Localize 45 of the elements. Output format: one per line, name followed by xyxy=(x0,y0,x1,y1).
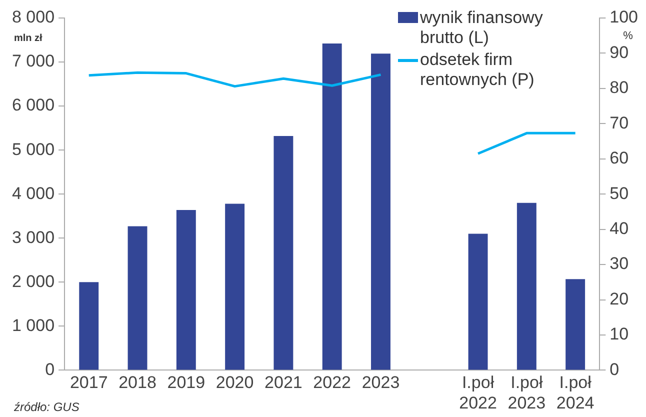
y-tick-label: 8 000 xyxy=(12,8,55,27)
y2-tick-label: 100 xyxy=(610,8,638,27)
y-tick-label: 1 000 xyxy=(12,316,55,335)
y2-tick-label: 40 xyxy=(610,219,629,238)
y2-tick-label: 70 xyxy=(610,113,629,132)
x-tick-label: 2022 xyxy=(313,373,352,392)
y-tick-label: 6 000 xyxy=(12,96,55,115)
y2-tick-label: 0 xyxy=(610,360,620,379)
bar xyxy=(566,279,586,370)
x-tick-label: 2023 xyxy=(362,373,400,392)
x-tick-label: 2021 xyxy=(264,373,302,392)
y-tick-label: 2 000 xyxy=(12,272,55,291)
bar xyxy=(176,210,196,370)
x-tick-label: I.poł 2022 xyxy=(459,373,497,412)
y2-tick-label: 20 xyxy=(610,289,629,308)
y-tick-label: 4 000 xyxy=(12,184,55,203)
x-tick-label: 2017 xyxy=(70,373,108,392)
x-tick-label: 2020 xyxy=(216,373,254,392)
y2-tick-label: 90 xyxy=(610,42,629,62)
y2-axis-title: % xyxy=(623,30,634,42)
y2-tick-label: 80 xyxy=(610,78,629,98)
y2-tick-label: 10 xyxy=(610,324,629,344)
bar xyxy=(128,226,148,370)
text: źródło: GUS xyxy=(14,400,80,414)
y-tick-label: 7 000 xyxy=(12,52,55,71)
bar xyxy=(322,44,342,370)
x-tick-label: 2018 xyxy=(118,373,156,392)
y2-tick-label: 60 xyxy=(610,148,629,168)
y-tick-label: 3 000 xyxy=(12,228,55,247)
y-tick-label: 5 000 xyxy=(12,140,55,159)
y2-tick-label: 50 xyxy=(610,184,629,203)
legend-label: wynik finansowy brutto (L) xyxy=(420,8,544,48)
y-tick-label: 0 xyxy=(45,360,55,379)
x-tick-label: I.poł 2023 xyxy=(508,373,546,412)
bar xyxy=(274,136,294,370)
x-tick-label: 2019 xyxy=(167,373,206,392)
bar xyxy=(516,202,536,370)
legend-label: odsetek firm rentownych (P) xyxy=(420,50,536,90)
x-tick-label: I.poł 2024 xyxy=(556,373,594,412)
bar xyxy=(371,54,390,370)
y-axis-title: mln zł xyxy=(14,32,43,44)
bar xyxy=(79,282,99,370)
y2-tick-label: 30 xyxy=(610,254,629,274)
bar xyxy=(468,234,488,370)
bar xyxy=(225,204,245,370)
